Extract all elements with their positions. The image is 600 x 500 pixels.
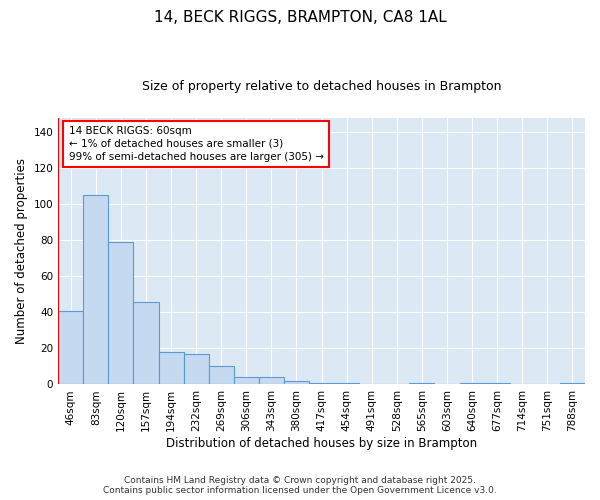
Bar <box>460 382 485 384</box>
Bar <box>334 382 359 384</box>
Bar <box>158 352 184 384</box>
Bar <box>485 382 510 384</box>
Bar <box>560 382 585 384</box>
Bar <box>284 381 309 384</box>
Bar <box>133 302 158 384</box>
Bar <box>409 382 434 384</box>
Y-axis label: Number of detached properties: Number of detached properties <box>15 158 28 344</box>
Bar <box>184 354 209 384</box>
Title: Size of property relative to detached houses in Brampton: Size of property relative to detached ho… <box>142 80 502 93</box>
Text: 14, BECK RIGGS, BRAMPTON, CA8 1AL: 14, BECK RIGGS, BRAMPTON, CA8 1AL <box>154 10 446 25</box>
Bar <box>83 196 109 384</box>
Bar <box>234 378 259 384</box>
Bar <box>209 366 234 384</box>
Text: 14 BECK RIGGS: 60sqm
← 1% of detached houses are smaller (3)
99% of semi-detache: 14 BECK RIGGS: 60sqm ← 1% of detached ho… <box>69 126 324 162</box>
Text: Contains HM Land Registry data © Crown copyright and database right 2025.
Contai: Contains HM Land Registry data © Crown c… <box>103 476 497 495</box>
Bar <box>109 242 133 384</box>
Bar <box>58 310 83 384</box>
Bar <box>309 382 334 384</box>
Bar <box>259 378 284 384</box>
X-axis label: Distribution of detached houses by size in Brampton: Distribution of detached houses by size … <box>166 437 477 450</box>
